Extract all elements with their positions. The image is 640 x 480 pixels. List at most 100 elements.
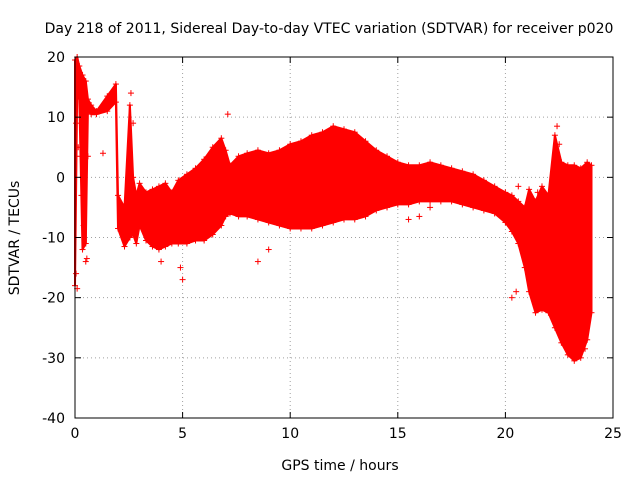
upper-point — [121, 204, 128, 211]
upper-point — [538, 183, 545, 190]
isolated-point — [571, 264, 578, 271]
y-tick-label: 20 — [47, 50, 65, 66]
lower-point — [416, 198, 423, 205]
isolated-point — [405, 216, 412, 223]
isolated-point — [73, 120, 80, 127]
upper-point — [384, 153, 391, 160]
upper-point — [218, 135, 225, 142]
lower-point — [175, 240, 182, 247]
lower-point — [222, 213, 229, 220]
lower-point — [373, 207, 380, 214]
x-tick-label: 10 — [281, 426, 299, 442]
upper-point — [265, 150, 272, 157]
isolated-point — [224, 111, 231, 118]
upper-point — [168, 189, 175, 196]
lower-point — [235, 213, 242, 220]
lower-point — [480, 207, 487, 214]
lower-point — [130, 231, 137, 238]
upper-point — [201, 156, 208, 163]
isolated-point — [158, 258, 165, 265]
isolated-point — [84, 153, 91, 160]
lower-point — [201, 237, 208, 244]
lower-point — [521, 264, 528, 271]
lower-point — [564, 351, 571, 358]
lower-point — [319, 222, 326, 229]
isolated-point — [508, 294, 515, 301]
lower-point — [515, 240, 522, 247]
isolated-point — [566, 246, 573, 253]
y-tick-label: 10 — [47, 110, 65, 126]
lower-point — [491, 210, 498, 217]
lower-point — [551, 324, 558, 331]
isolated-point — [99, 150, 106, 157]
isolated-point — [80, 222, 87, 229]
lower-point — [545, 309, 552, 316]
upper-point — [558, 159, 565, 166]
isolated-point — [78, 192, 85, 199]
upper-point — [183, 171, 190, 178]
isolated-point — [75, 144, 82, 151]
isolated-point — [579, 285, 586, 292]
lower-point — [155, 246, 162, 253]
upper-point — [571, 162, 578, 169]
isolated-point — [427, 204, 434, 211]
y-tick-label: 0 — [56, 170, 65, 186]
lower-point — [502, 219, 509, 226]
upper-point — [192, 165, 199, 172]
upper-point — [130, 174, 137, 181]
lower-point — [218, 222, 225, 229]
lower-point — [115, 225, 122, 232]
lower-point — [82, 240, 89, 247]
isolated-point — [513, 288, 520, 295]
axis-ticks: 0 5 10 15 20 25 -40 -30 -20 -10 0 10 20 — [42, 50, 622, 442]
upper-point — [416, 162, 423, 169]
lower-point — [254, 216, 261, 223]
upper-point — [76, 63, 83, 70]
upper-point — [394, 159, 401, 166]
lower-point — [351, 216, 358, 223]
upper-point — [373, 147, 380, 154]
isolated-point — [77, 153, 84, 160]
lower-point — [470, 204, 477, 211]
lower-point — [526, 288, 533, 295]
lower-point — [558, 339, 565, 346]
upper-point — [226, 162, 233, 169]
upper-point — [502, 189, 509, 196]
lower-point — [448, 198, 455, 205]
upper-point — [564, 162, 571, 169]
lower-point — [192, 237, 199, 244]
lower-point — [168, 240, 175, 247]
upper-point — [222, 147, 229, 154]
upper-point — [143, 189, 150, 196]
x-tick-label: 20 — [496, 426, 514, 442]
lower-point — [209, 231, 216, 238]
isolated-point — [515, 183, 522, 190]
upper-point — [104, 93, 111, 100]
lower-point — [93, 111, 100, 118]
upper-point — [588, 162, 595, 169]
upper-point — [112, 81, 119, 88]
lower-point — [126, 234, 133, 241]
lower-point — [143, 237, 150, 244]
lower-point — [330, 219, 337, 226]
isolated-point — [254, 258, 261, 265]
isolated-point — [73, 270, 80, 277]
isolated-point — [582, 345, 589, 352]
lower-point — [136, 222, 143, 229]
lower-point — [183, 240, 190, 247]
upper-point — [319, 129, 326, 136]
upper-point — [254, 147, 261, 154]
upper-point — [521, 204, 528, 211]
x-axis-label: GPS time / hours — [281, 458, 398, 474]
isolated-point — [177, 264, 184, 271]
lower-point — [532, 309, 539, 316]
upper-point — [551, 132, 558, 139]
lower-point — [384, 204, 391, 211]
lower-point — [341, 216, 347, 223]
lower-point — [104, 108, 111, 115]
isolated-point — [179, 276, 186, 283]
lower-point — [162, 243, 169, 250]
lower-point — [226, 210, 233, 217]
lower-point — [362, 213, 369, 220]
